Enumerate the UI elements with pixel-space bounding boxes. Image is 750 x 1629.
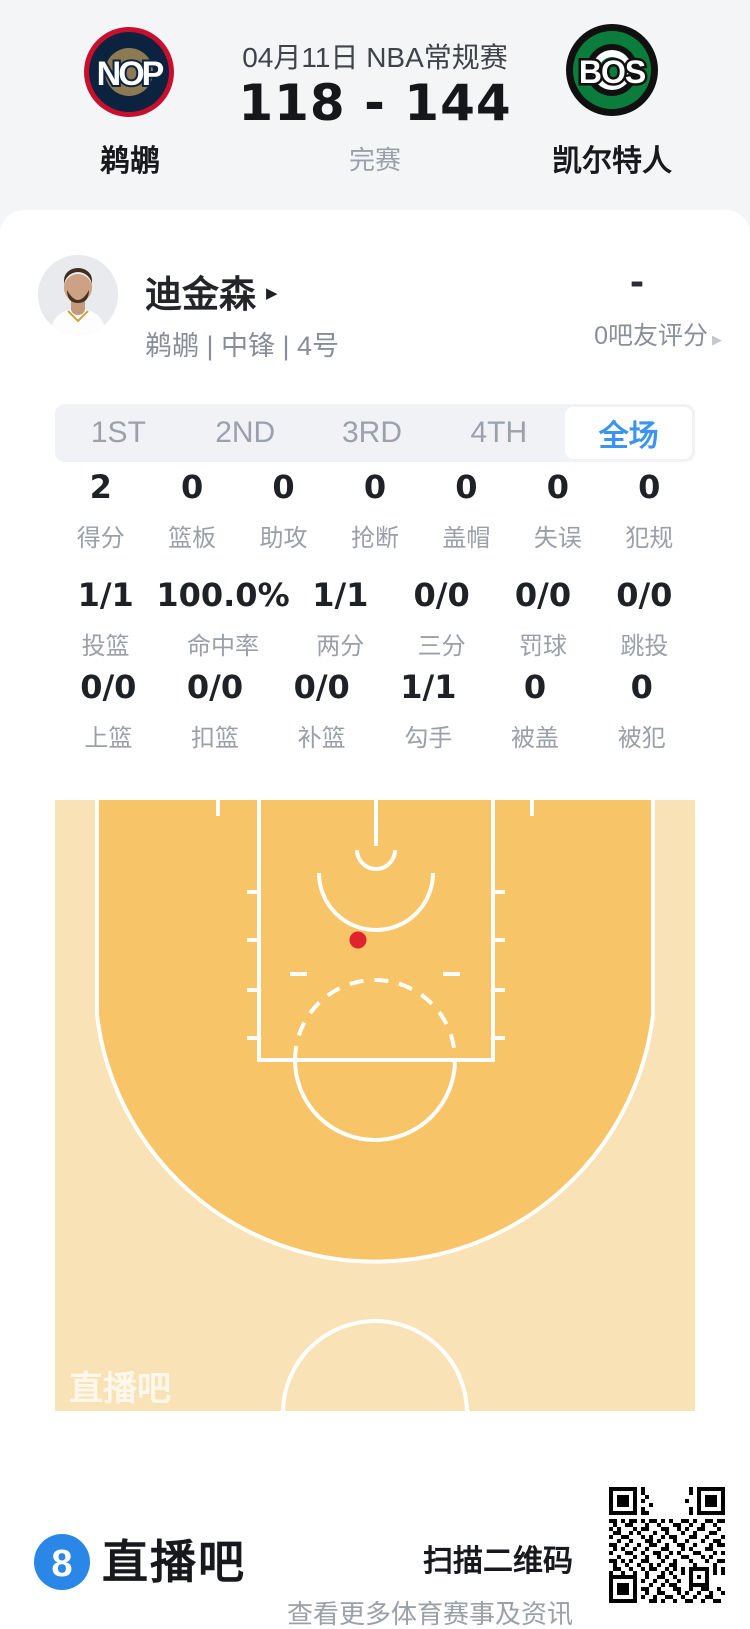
tab-3rd[interactable]: 3RD <box>341 416 402 449</box>
stat-layup: 0/0 上篮 <box>80 668 137 752</box>
restricted-area-arc <box>317 872 435 932</box>
stat-3pt: 0/0 三分 <box>413 576 470 660</box>
chevron-right-icon: ▶ <box>712 332 722 347</box>
rating-value: - <box>630 257 644 304</box>
qr-caption: 扫描二维码 查看更多体育赛事及资讯 <box>287 1536 573 1629</box>
stat-turnovers: 0 失误 <box>533 468 582 552</box>
tab-full-game[interactable]: 全场 <box>565 407 692 459</box>
match-header: NOP 鹈鹕 04月11日 NBA常规赛 118 - 144 完赛 BOS 凯尔… <box>0 0 750 240</box>
stat-dunk: 0/0 扣篮 <box>186 668 244 752</box>
player-avatar <box>38 255 118 335</box>
stat-hook: 1/1 勾手 <box>400 668 457 752</box>
stat-rebounds: 0 篮板 <box>168 468 217 552</box>
center-circle <box>281 1319 469 1415</box>
chevron-right-icon: ▶ <box>266 285 278 302</box>
stat-fouled-on: 0 被犯 <box>617 668 666 752</box>
home-team-logo-icon: NOP <box>84 27 174 117</box>
stats-row-shot-types: 0/0 上篮 0/0 扣篮 0/0 补篮 1/1 勾手 0 被盖 0 被犯 <box>55 668 695 753</box>
stat-fg-pct: 100.0% 命中率 <box>156 576 290 660</box>
shot-marker-made <box>349 931 367 949</box>
stat-points: 2 得分 <box>76 468 125 552</box>
rating-label: 0吧友评分 ▶ <box>594 322 722 350</box>
free-throw-circle-solid <box>293 1059 457 1142</box>
zhibo8-logo-icon: 8 <box>34 1534 90 1590</box>
match-score: 118 - 144 <box>238 74 512 132</box>
free-throw-circle-dashed <box>293 978 457 1061</box>
stat-putback: 0/0 补篮 <box>293 668 350 752</box>
stat-fouls: 0 犯规 <box>625 468 674 552</box>
qr-title: 扫描二维码 <box>423 1545 573 1578</box>
three-point-line <box>95 800 655 1264</box>
stat-steals: 0 抢断 <box>350 468 399 552</box>
stat-fg: 1/1 投篮 <box>77 576 134 660</box>
tab-1st[interactable]: 1ST <box>90 416 146 449</box>
quarter-tabbar: 1ST 2ND 3RD 4TH 全场 <box>55 404 695 462</box>
away-team-name: 凯尔特人 <box>552 145 672 178</box>
tab-4th[interactable]: 4TH <box>470 416 528 449</box>
svg-text:8: 8 <box>51 1543 72 1585</box>
rim-arc <box>355 849 397 871</box>
rating-block[interactable]: - 0吧友评分 ▶ <box>552 258 722 352</box>
player-name: 迪金森 <box>145 274 256 315</box>
qr-code <box>609 1487 725 1603</box>
tab-2nd[interactable]: 2ND <box>215 416 276 449</box>
stats-row-shooting: 1/1 投篮 100.0% 命中率 1/1 两分 0/0 三分 0/0 罚球 0/0 跳投 <box>55 576 695 661</box>
qr-subtitle: 查看更多体育赛事及资讯 <box>286 1599 573 1629</box>
court-watermark: 直播吧 <box>69 1370 171 1408</box>
stat-got-blocked: 0 被盖 <box>511 668 560 752</box>
away-team-abbr: BOS <box>579 54 646 90</box>
stat-jumpshot: 0/0 跳投 <box>616 576 673 660</box>
footer-brand-name: 直播吧 <box>102 1536 246 1588</box>
stat-assists: 0 助攻 <box>259 468 308 552</box>
away-team-logo-icon: BOS <box>566 24 658 116</box>
stat-ft: 0/0 罚球 <box>514 576 572 660</box>
shot-chart-court: 直播吧 <box>55 800 695 1415</box>
player-photo-placeholder <box>38 255 118 335</box>
match-date: 04月11日 NBA常规赛 <box>242 42 508 73</box>
player-name-link[interactable]: 迪金森 ▶ <box>145 268 278 315</box>
match-status: 完赛 <box>348 145 401 175</box>
home-team-name: 鹈鹕 <box>100 145 160 178</box>
stat-blocks: 0 盖帽 <box>442 468 491 552</box>
player-meta: 鹈鹕 | 中锋 | 4号 <box>145 331 340 361</box>
stat-2pt: 1/1 两分 <box>312 576 369 660</box>
stats-row-basic: 2 得分 0 篮板 0 助攻 0 抢断 0 盖帽 0 失误 0 犯规 <box>55 468 695 553</box>
home-team-abbr: NOP <box>97 55 164 93</box>
